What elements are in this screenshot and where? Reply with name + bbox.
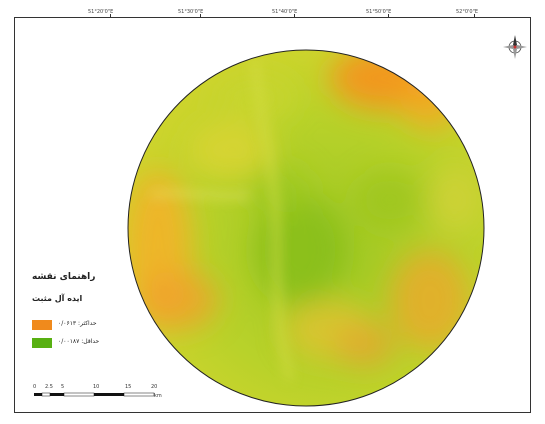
scale-label-20: 20	[151, 384, 158, 390]
legend-subtitle: ایده آل مثبت	[32, 294, 83, 303]
legend-swatch-max	[32, 320, 52, 330]
tick-mark-1	[110, 14, 111, 18]
legend-min-label: حداقل: ۰/۰۰۱۸۷	[58, 338, 100, 345]
scale-label-5: 5	[61, 384, 65, 390]
scale-unit: km	[154, 393, 162, 399]
legend-swatch-min	[32, 338, 52, 348]
tick-label-5: 52°0'0"E	[456, 9, 479, 15]
compass-rose-icon	[503, 35, 527, 59]
tick-mark-3	[294, 14, 295, 18]
tick-mark-2	[200, 14, 201, 18]
tick-label-3: 51°40'0"E	[272, 9, 298, 15]
scale-label-2-5: 2.5	[45, 384, 53, 390]
scale-label-10: 10	[93, 384, 100, 390]
tick-mark-5	[474, 14, 475, 18]
tick-label-1: 51°20'0"E	[88, 9, 114, 15]
scale-label-15: 15	[125, 384, 132, 390]
tick-label-4: 51°50'0"E	[366, 9, 392, 15]
legend-title: راهنمای نقشه	[32, 272, 96, 282]
scale-bar-segments	[34, 392, 155, 397]
legend-max-label: حداکثر: ۰/۰۶۱۳	[58, 320, 97, 327]
tick-mark-4	[388, 14, 389, 18]
study-area	[128, 50, 484, 406]
scale-label-0: 0	[33, 384, 37, 390]
tick-label-2: 51°30'0"E	[178, 9, 204, 15]
